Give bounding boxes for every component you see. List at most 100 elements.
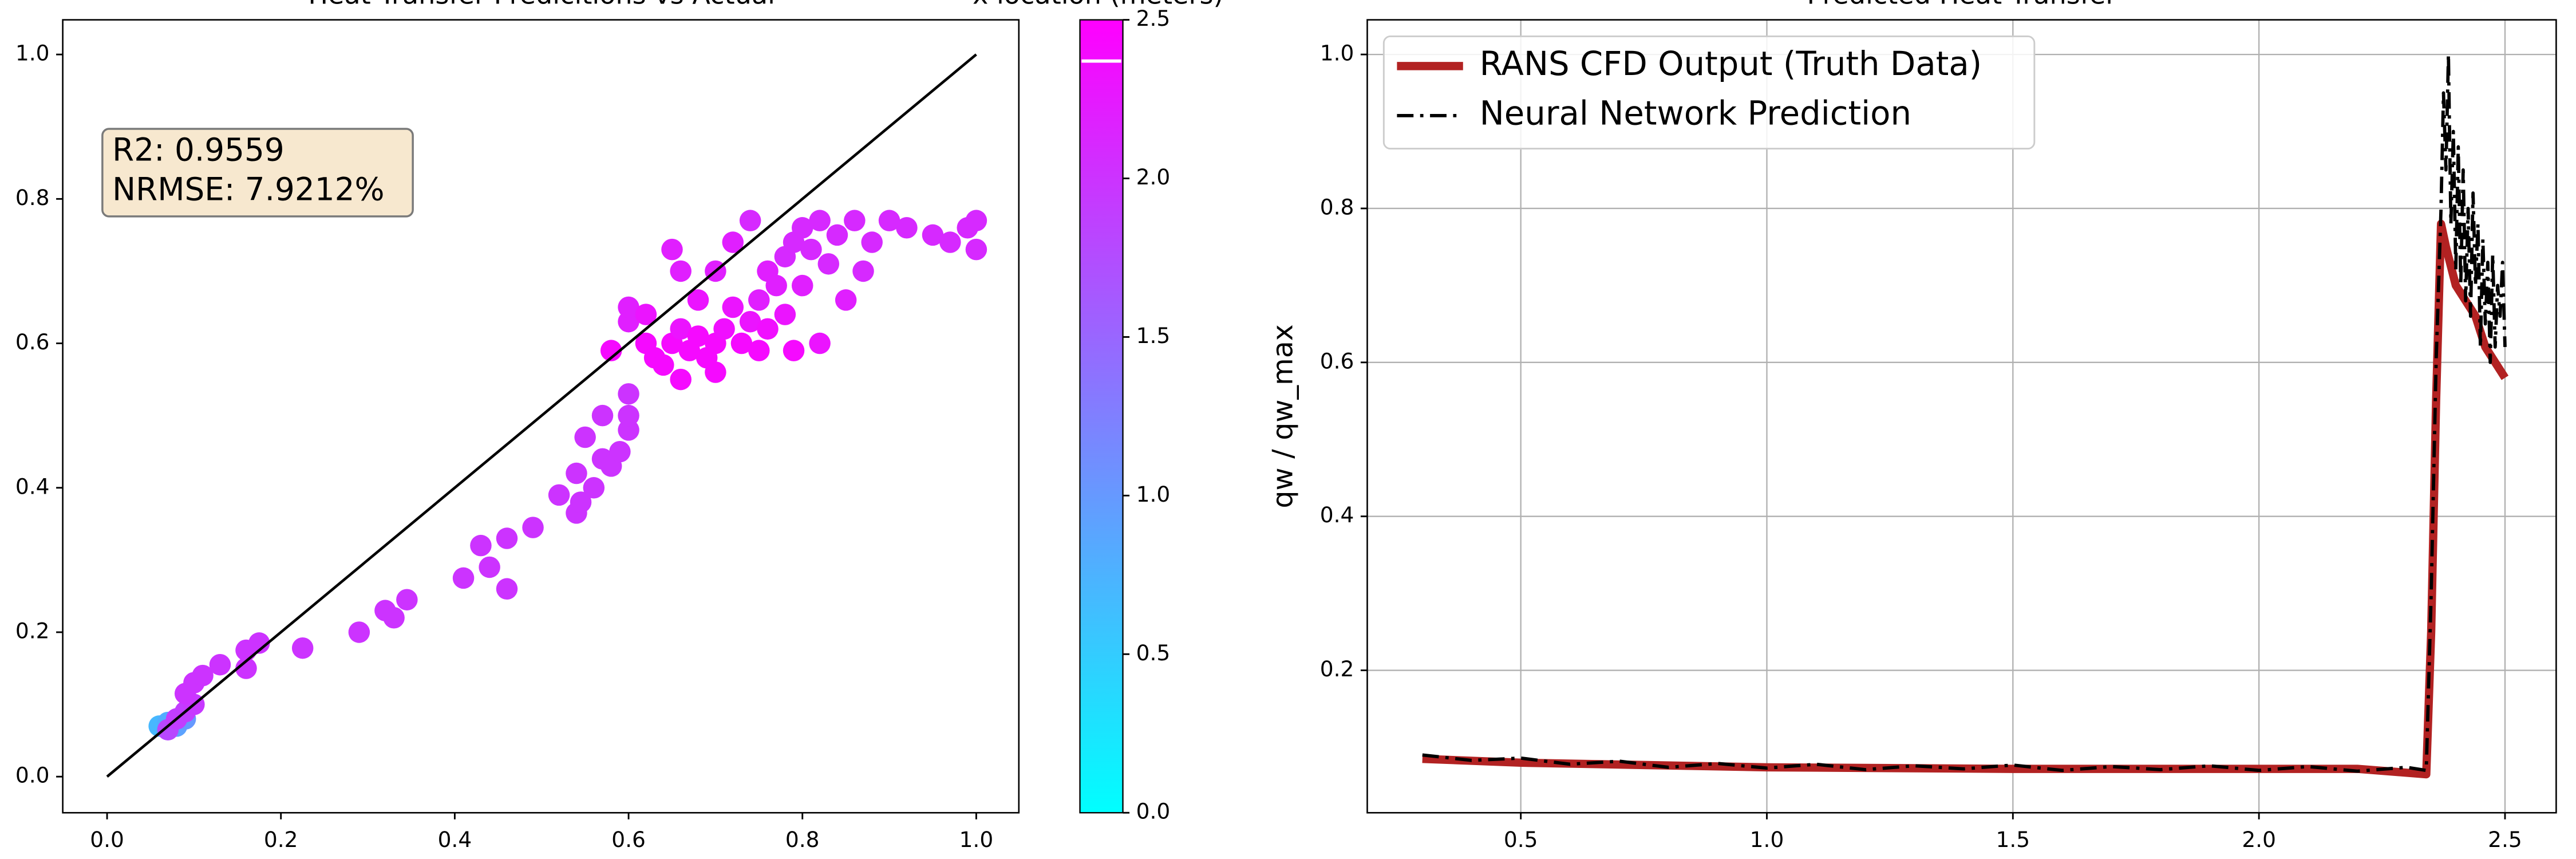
colorbar-label: x location (meters) [973, 0, 1224, 10]
x-tick-label: 0.8 [785, 827, 820, 852]
y-tick-label: 0.8 [1320, 194, 1354, 219]
scatter-point [600, 340, 622, 361]
scatter-point [783, 340, 805, 361]
x-tick-label: 0.6 [611, 827, 646, 852]
y-tick-label: 1.0 [1320, 41, 1354, 66]
scatter-point [348, 621, 370, 643]
colorbar-tick-label: 0.0 [1136, 799, 1171, 824]
scatter-point [670, 318, 692, 340]
scatter-point [774, 304, 796, 325]
scatter-point [687, 289, 709, 311]
x-tick-label: 0.0 [90, 827, 124, 852]
scatter-point [739, 310, 761, 333]
scatter-point [835, 289, 857, 311]
scatter-point [618, 296, 639, 318]
scatter-point [496, 527, 518, 549]
annotation-text: NRMSE: 7.9212% [112, 171, 384, 208]
data-line [1422, 53, 2507, 773]
scatter-point [809, 210, 831, 231]
scatter-point [235, 657, 257, 679]
scatter-point [896, 217, 918, 239]
scatter-point [722, 296, 744, 318]
scatter-point [748, 289, 770, 311]
y-tick-label: 0.4 [1320, 502, 1354, 527]
scatter-point [765, 274, 787, 297]
scatter-point [452, 567, 475, 589]
x-tick-label: 0.2 [264, 827, 298, 852]
x-tick-label: 1.0 [959, 827, 994, 852]
scatter-point [470, 534, 492, 557]
scatter-point [852, 260, 874, 282]
scatter-point [248, 632, 270, 654]
scatter-point [635, 304, 657, 325]
y-tick-label: 0.4 [15, 474, 50, 499]
x-tick-label: 2.5 [2488, 827, 2522, 852]
scatter-point [618, 404, 639, 427]
scatter-point [566, 462, 587, 484]
scatter-point [522, 517, 544, 538]
y-tick-label: 0.6 [15, 329, 50, 354]
chart-title: Heat Transfer Predicitions vs Actual [308, 0, 775, 10]
colorbar-tick-label: 2.5 [1136, 6, 1171, 31]
legend-label: RANS CFD Output (Truth Data) [1480, 44, 1982, 83]
colorbar-tick-label: 0.5 [1136, 640, 1171, 665]
scatter-point [939, 231, 961, 253]
annotation-text: R2: 0.9559 [112, 132, 285, 168]
scatter-point [479, 556, 500, 578]
scatter-point [878, 210, 900, 231]
legend-box [1382, 36, 2036, 150]
scatter-point [817, 253, 840, 275]
x-tick-label: 2.0 [2242, 827, 2276, 852]
scatter-point [609, 440, 631, 463]
scatter-point [965, 238, 987, 261]
y-axis-label: qw / qw_max [1266, 324, 1299, 508]
scatter-point [661, 238, 683, 261]
colorbar [1079, 19, 1124, 814]
y-tick-label: 1.0 [15, 41, 50, 66]
scatter-point [861, 231, 883, 253]
scatter-point [670, 368, 692, 391]
chart-title: Predicted Heat Transfer [1807, 0, 2116, 10]
scatter-point [730, 332, 753, 354]
scatter-point [739, 210, 761, 231]
scatter-point [570, 491, 592, 513]
scatter-point [809, 332, 831, 354]
legend-label: Neural Network Prediction [1480, 94, 1911, 133]
x-tick-label: 1.5 [1996, 827, 2030, 852]
scatter-point [618, 383, 639, 405]
scatter-point [291, 637, 314, 659]
x-tick-label: 1.0 [1750, 827, 1784, 852]
y-tick-label: 0.8 [15, 185, 50, 210]
scatter-point [713, 318, 735, 340]
scatter-point [757, 318, 779, 340]
scatter-point [653, 354, 674, 376]
y-tick-label: 0.2 [15, 618, 50, 643]
x-tick-label: 0.5 [1504, 827, 1538, 852]
reference-line [106, 53, 977, 778]
plot-frame [1366, 19, 2557, 814]
scatter-point [591, 404, 614, 427]
scatter-point [722, 231, 744, 253]
scatter-point [583, 477, 605, 499]
y-tick-label: 0.0 [15, 763, 50, 788]
y-tick-label: 0.2 [1320, 656, 1354, 681]
scatter-point [844, 210, 866, 231]
plot-frame [62, 19, 1020, 814]
scatter-point [687, 325, 709, 347]
scatter-point [192, 664, 214, 687]
colorbar-tick-label: 1.5 [1136, 323, 1171, 348]
scatter-point [800, 238, 822, 261]
lines [1422, 53, 2509, 779]
points [148, 210, 987, 740]
scatter-point [670, 260, 692, 282]
scatter-point [548, 484, 570, 506]
scatter-point [496, 578, 518, 600]
scatter-point [791, 274, 813, 297]
scatter-point [826, 224, 848, 246]
data-line [1422, 219, 2509, 779]
colorbar-tick-label: 2.0 [1136, 164, 1171, 190]
scatter-point [705, 361, 726, 383]
scatter-point [209, 653, 231, 676]
